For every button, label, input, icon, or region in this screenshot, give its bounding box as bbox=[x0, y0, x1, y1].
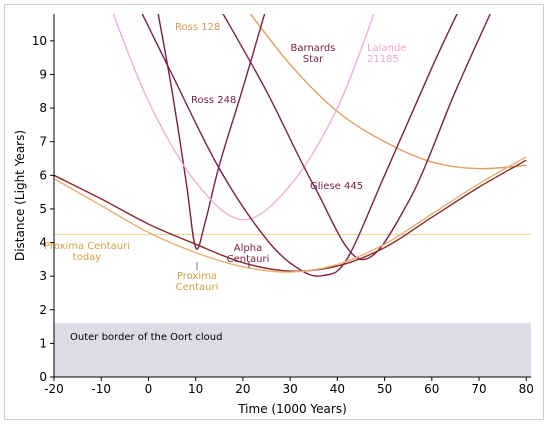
series-line-lalande-21185 bbox=[112, 14, 375, 221]
x-tick-label: 70 bbox=[471, 382, 486, 396]
y-tick-label: 5 bbox=[39, 202, 47, 216]
x-tick-label: 10 bbox=[188, 382, 203, 396]
x-tick-label: 40 bbox=[330, 382, 345, 396]
annotation-ross-248: Ross 248 bbox=[191, 95, 236, 106]
annotation-alpha-centauri: Alpha Centauri bbox=[227, 243, 270, 265]
annotation-gliese-445: Gliese 445 bbox=[310, 181, 363, 192]
y-tick-label: 3 bbox=[39, 269, 47, 283]
annotation-barnards-star: Barnards Star bbox=[291, 43, 336, 65]
y-tick-label: 4 bbox=[39, 236, 47, 250]
y-tick-label: 7 bbox=[39, 135, 47, 149]
annotation-proxima-centauri: Proxima Centauri bbox=[176, 271, 219, 293]
annotation-proxima-centauri-today: Proxima Centauri today bbox=[44, 241, 130, 263]
y-tick-label: 2 bbox=[39, 303, 47, 317]
y-axis-label: Distance (Light Years) bbox=[13, 130, 27, 261]
x-tick-label: 30 bbox=[282, 382, 297, 396]
y-tick-label: 1 bbox=[39, 336, 47, 350]
oort-cloud-band bbox=[54, 323, 531, 377]
series-line-ross-128 bbox=[249, 14, 527, 170]
series-line-proxima-centauri bbox=[54, 156, 527, 273]
series-line-barnards-star bbox=[157, 14, 266, 250]
x-tick-label: 50 bbox=[377, 382, 392, 396]
x-tick-label: 80 bbox=[519, 382, 534, 396]
x-axis-label: Time (1000 Years) bbox=[237, 402, 347, 416]
annotation-outer-border-of-the-oort-cloud: Outer border of the Oort cloud bbox=[70, 332, 222, 343]
annotation-ross-128: Ross 128 bbox=[175, 22, 220, 33]
y-tick-label: 8 bbox=[39, 101, 47, 115]
y-tick-label: 10 bbox=[32, 34, 47, 48]
x-tick-label: 60 bbox=[424, 382, 439, 396]
x-tick-label: 20 bbox=[235, 382, 250, 396]
series-line-alpha-centauri bbox=[54, 159, 527, 272]
x-tick-label: 0 bbox=[145, 382, 153, 396]
x-tick-label: -10 bbox=[91, 382, 111, 396]
series-line-ross-248 bbox=[141, 14, 458, 277]
y-tick-label: 0 bbox=[39, 370, 47, 384]
x-tick-label: -20 bbox=[44, 382, 64, 396]
y-tick-label: 9 bbox=[39, 68, 47, 82]
annotation-lalande-21185: Lalande 21185 bbox=[367, 43, 406, 65]
y-tick-label: 6 bbox=[39, 168, 47, 182]
series-line-gliese-445 bbox=[222, 14, 491, 261]
